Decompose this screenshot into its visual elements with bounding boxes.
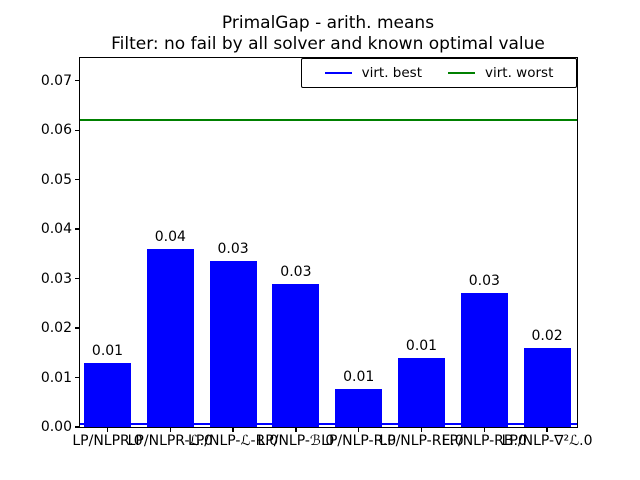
x-tick [106, 427, 109, 432]
bar [84, 362, 131, 427]
y-tick-label: 0.01 [40, 369, 72, 386]
legend-entry-virt-worst: virt. worst [448, 65, 553, 81]
y-tick-label: 0.07 [40, 72, 72, 89]
x-tick [483, 427, 485, 432]
virt-best-line-swatch [324, 71, 352, 75]
bar-value-label: 0.03 [217, 241, 249, 258]
x-tick [295, 427, 297, 432]
virt-best-hline [80, 423, 577, 426]
x-tick-label: LP/NLP-RB.0 [441, 433, 527, 449]
x-tick-label: LP/NLP-R.0 [321, 433, 397, 449]
x-tick [169, 427, 171, 432]
x-tick [420, 427, 423, 432]
y-tick [75, 228, 80, 230]
bar-value-label: 0.03 [280, 263, 312, 280]
y-tick [75, 179, 80, 181]
bar-value-label: 0.01 [405, 337, 438, 354]
chart-subtitle: Filter: no fail by all solver and known … [111, 34, 545, 54]
plot-area: 0.00 0.01 0.02 0.03 0.04 0.05 0.06 0.07 0.01 LP/N… [41, 57, 593, 449]
bar [523, 347, 571, 427]
legend-label-virt-worst: virt. worst [485, 65, 554, 81]
y-tick-label: 0.04 [40, 221, 72, 238]
bar-value-label: 0.03 [468, 273, 500, 290]
virt-worst-hline [80, 119, 577, 122]
x-tick-label: LP/NLP-ℬ.0 [257, 433, 335, 449]
x-tick [358, 427, 360, 432]
y-tick-label: 0.06 [40, 122, 72, 139]
y-tick [75, 277, 80, 280]
x-tick [232, 427, 234, 432]
y-tick [75, 80, 80, 82]
x-tick-label: LP/NLP-∇²ℒ.0 [501, 433, 593, 449]
bar-value-label: 0.02 [531, 327, 563, 344]
x-tick [546, 427, 548, 432]
bar [146, 248, 194, 427]
title-block: PrimalGap - arith. means Filter: no fail… [79, 13, 577, 55]
y-tick [75, 327, 80, 329]
legend-entry-virt-best: virt. best [324, 65, 423, 81]
x-tick-label: LP/NLP-ℒ-R.0 [188, 433, 279, 449]
bar-value-label: 0.01 [343, 368, 375, 385]
y-tick [75, 426, 80, 428]
x-tick-label: LP/NLPR-ℒ.0 [127, 433, 213, 449]
bar [209, 261, 257, 427]
bar [335, 388, 383, 427]
x-tick-label: LP/NLPR.0 [72, 433, 143, 449]
bar [272, 283, 320, 427]
bar [398, 357, 445, 427]
y-tick-label: 0.00 [40, 419, 72, 435]
chart-title: PrimalGap - arith. means [221, 13, 435, 33]
y-tick [75, 376, 80, 379]
bar [460, 293, 508, 427]
virt-worst-line-swatch [448, 71, 476, 75]
bar-value-label: 0.01 [91, 342, 124, 359]
y-tick-label: 0.05 [40, 171, 72, 188]
x-tick-label: LP/NLP-RE.0 [379, 433, 464, 449]
y-tick-label: 0.03 [40, 270, 72, 287]
legend-label-virt-best: virt. best [361, 65, 423, 81]
bar-value-label: 0.04 [154, 228, 186, 245]
y-tick [75, 129, 80, 131]
y-tick-label: 0.02 [40, 320, 72, 337]
legend: virt. best virt. worst [301, 58, 577, 88]
